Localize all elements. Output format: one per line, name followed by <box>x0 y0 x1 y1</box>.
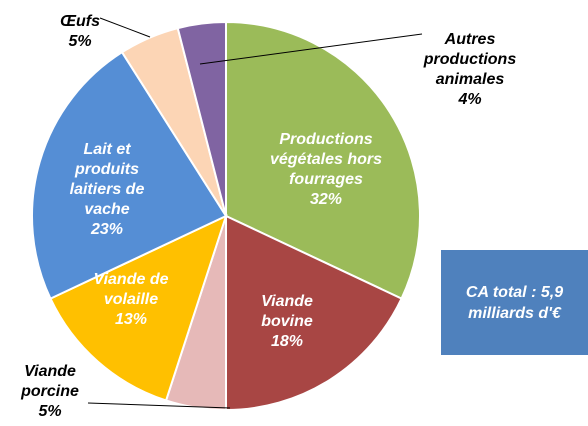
slice-name: Viande porcine <box>21 363 79 400</box>
leader-line <box>87 402 231 409</box>
slice-label: Lait et produits laitiers de vache 23% <box>52 140 162 240</box>
slice-name: Productions végétales hors fourrages <box>269 131 383 188</box>
slice-label: Autres productions animales 4% <box>405 30 535 110</box>
slice-label: Viande de volaille 13% <box>71 270 191 330</box>
slice-value: 13% <box>114 311 148 328</box>
slice-name: Autres productions animales <box>423 31 517 88</box>
slice <box>225 214 403 412</box>
slice-name: Viande de volaille <box>93 271 169 308</box>
slice-label: Viande porcine 5% <box>0 362 100 422</box>
slice-name: Œufs <box>60 13 100 30</box>
slice <box>225 20 421 300</box>
annotation: CA total : 5,9 milliards d'€ <box>441 250 588 355</box>
slice-value: 18% <box>270 333 304 350</box>
slice-value: 5% <box>38 403 62 420</box>
slice-name: Viande bovine <box>261 293 313 330</box>
leader-line <box>99 17 151 38</box>
leader-line <box>199 33 423 65</box>
slice-label: Œufs 5% <box>40 12 120 52</box>
slice <box>49 214 228 402</box>
slice-value: 32% <box>309 191 343 208</box>
slice-label: Viande bovine 18% <box>237 292 337 352</box>
slice <box>31 50 228 300</box>
slice-name: Lait et produits laitiers de vache <box>69 141 145 218</box>
slice-label: Productions végétales hors fourrages 32% <box>256 130 396 210</box>
slice-value: 5% <box>68 33 92 50</box>
slice-value: 4% <box>458 91 482 108</box>
slice-value: 23% <box>90 221 124 238</box>
slice <box>176 20 227 217</box>
